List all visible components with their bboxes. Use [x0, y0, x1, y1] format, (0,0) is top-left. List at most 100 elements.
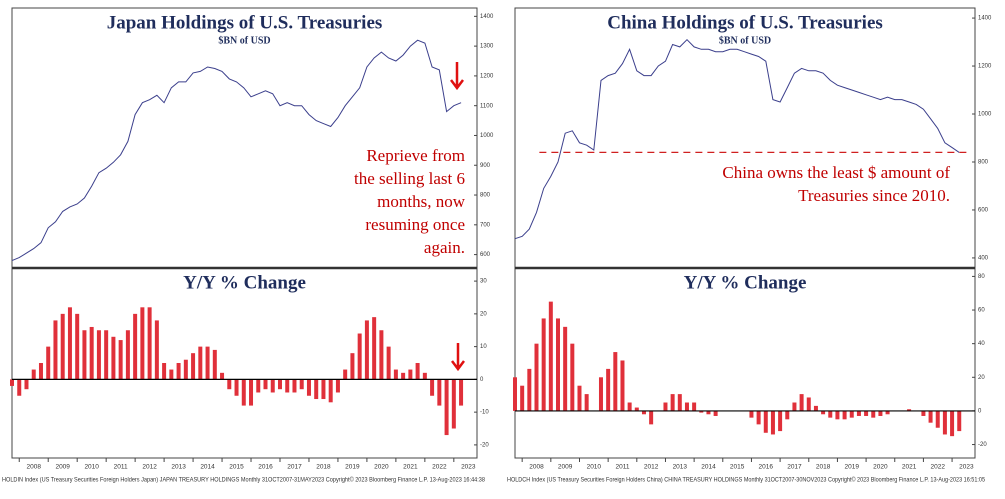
- panel-subtitle: $BN of USD: [218, 35, 270, 46]
- x-tick-label: 2008: [26, 464, 41, 471]
- bar: [198, 346, 203, 380]
- x-tick-label: 2018: [316, 464, 331, 471]
- bar: [241, 379, 246, 406]
- bar: [649, 410, 654, 425]
- bar: [249, 379, 254, 406]
- y-tick-label: 10: [480, 344, 487, 350]
- bar: [770, 410, 775, 435]
- bar: [527, 368, 532, 411]
- y-tick-label: 30: [480, 279, 487, 285]
- bar: [627, 402, 632, 411]
- x-tick-label: 2016: [258, 464, 273, 471]
- y-tick-label: -20: [978, 442, 987, 448]
- bar: [706, 410, 711, 415]
- y-tick-label: 80: [978, 274, 985, 280]
- bar: [828, 410, 833, 418]
- bar: [299, 379, 304, 390]
- bar: [162, 363, 167, 380]
- y-tick-label: 1000: [978, 112, 992, 118]
- bar: [935, 410, 940, 428]
- y-tick-label: 40: [978, 341, 985, 347]
- y-tick-label: 1400: [978, 16, 992, 22]
- bar: [133, 313, 138, 380]
- bar: [942, 410, 947, 435]
- footer: HOLDIN Index (US Treasury Securities For…: [2, 477, 486, 484]
- panel-title: China Holdings of U.S. Treasuries: [607, 12, 883, 33]
- bar: [111, 336, 116, 380]
- bar: [878, 410, 883, 416]
- y-tick-label: 0: [480, 377, 484, 383]
- y-tick-label: 400: [978, 256, 989, 262]
- bar: [670, 394, 675, 411]
- bar: [692, 402, 697, 411]
- bar: [321, 379, 326, 400]
- bar: [75, 313, 80, 380]
- x-tick-label: 2022: [432, 464, 447, 471]
- y-tick-label: 700: [480, 222, 491, 228]
- bar: [806, 397, 811, 411]
- y-tick-label: -10: [480, 410, 489, 416]
- y-tick-label: 600: [978, 208, 989, 214]
- bar: [270, 379, 275, 393]
- bar: [763, 410, 768, 433]
- bar: [96, 330, 101, 380]
- bar: [350, 353, 355, 380]
- bar: [191, 353, 196, 380]
- bar: [871, 410, 876, 418]
- x-tick-label: 2018: [816, 464, 831, 471]
- y-tick-label: 1000: [480, 133, 494, 139]
- x-tick-label: 2015: [229, 464, 244, 471]
- x-tick-label: 2019: [845, 464, 860, 471]
- bar: [577, 385, 582, 411]
- bar: [89, 326, 94, 380]
- y-tick-label: 20: [978, 375, 985, 381]
- x-tick-label: 2022: [931, 464, 946, 471]
- annotation: China owns the least $ amount of: [722, 163, 950, 182]
- bar: [684, 402, 689, 411]
- bar: [277, 379, 282, 390]
- bar: [563, 326, 568, 411]
- bar: [285, 379, 290, 393]
- bar: [548, 301, 553, 411]
- x-tick-label: 2021: [403, 464, 418, 471]
- bar: [227, 379, 232, 390]
- bar: [620, 360, 625, 411]
- footer: HOLDCH Index (US Treasury Securities For…: [507, 477, 986, 484]
- bar: [785, 410, 790, 420]
- bar: [792, 402, 797, 411]
- x-tick-label: 2021: [902, 464, 917, 471]
- x-tick-label: 2019: [345, 464, 360, 471]
- y-tick-label: 800: [480, 193, 491, 199]
- bar: [444, 379, 449, 436]
- bar: [364, 320, 369, 380]
- x-tick-label: 2013: [171, 464, 186, 471]
- bar: [118, 340, 123, 380]
- bar: [379, 330, 384, 380]
- annotation: Treasuries since 2010.: [798, 186, 950, 205]
- bar: [169, 369, 174, 380]
- bar: [343, 369, 348, 380]
- bar: [408, 369, 413, 380]
- bar: [183, 359, 188, 380]
- bar: [677, 394, 682, 411]
- bar: [176, 363, 181, 380]
- annotation: months, now: [377, 192, 466, 211]
- bar: [584, 394, 589, 411]
- x-tick-label: 2011: [615, 464, 629, 471]
- x-tick-label: 2012: [644, 464, 659, 471]
- bar: [220, 372, 225, 380]
- bar: [613, 352, 618, 411]
- y-tick-label: 1200: [978, 64, 992, 70]
- x-tick-label: 2020: [374, 464, 389, 471]
- data-line: [11, 39, 462, 262]
- bar: [957, 410, 962, 432]
- x-tick-label: 2023: [461, 464, 476, 471]
- x-tick-label: 2009: [558, 464, 573, 471]
- annotation: resuming once: [365, 215, 465, 234]
- bar: [856, 410, 861, 416]
- bar: [835, 410, 840, 420]
- bar: [849, 410, 854, 418]
- y-tick-label: 600: [480, 252, 491, 258]
